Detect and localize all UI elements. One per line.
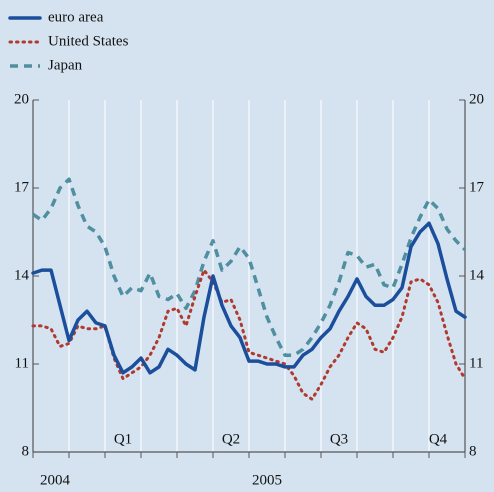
y2-tick-label: 8 xyxy=(469,443,477,459)
y2-tick-label: 17 xyxy=(469,179,485,195)
quarter-label: Q1 xyxy=(114,431,132,447)
y-tick-label: 8 xyxy=(22,443,30,459)
legend-label: euro area xyxy=(48,9,104,25)
series-line xyxy=(31,221,467,375)
quarter-label: Q3 xyxy=(330,431,348,447)
y-tick-label: 11 xyxy=(15,355,29,371)
y2-tick-label: 20 xyxy=(469,91,484,107)
legend-label: Japan xyxy=(48,57,83,73)
quarter-label: Q4 xyxy=(429,431,448,447)
y2-tick-label: 11 xyxy=(469,355,483,371)
year-label: 2004 xyxy=(40,472,71,488)
year-label: 2005 xyxy=(252,472,282,488)
quarter-label: Q2 xyxy=(222,431,240,447)
y-tick-label: 17 xyxy=(14,179,30,195)
y-tick-label: 14 xyxy=(14,267,30,283)
legend-label: United States xyxy=(48,33,129,49)
y-tick-label: 20 xyxy=(14,91,29,107)
series-line xyxy=(31,268,467,401)
y2-tick-label: 14 xyxy=(469,267,485,283)
